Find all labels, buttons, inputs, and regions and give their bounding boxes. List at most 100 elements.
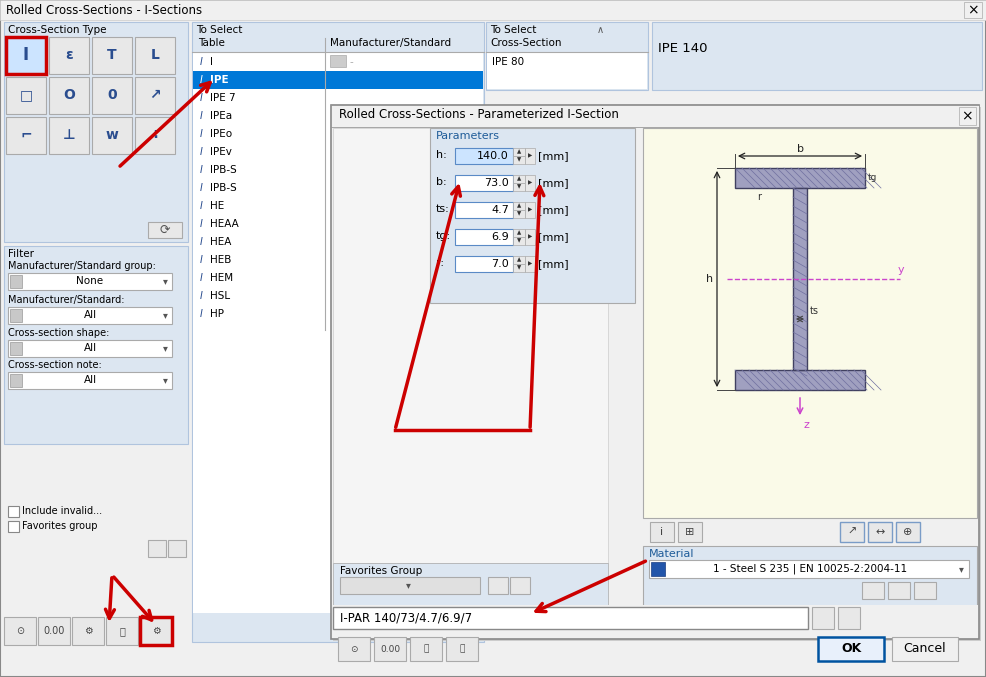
Text: h: h	[706, 274, 713, 284]
Text: Manufacturer/Standard:: Manufacturer/Standard:	[8, 295, 124, 305]
Text: Cross-section shape:: Cross-section shape:	[8, 328, 109, 338]
Bar	[651, 562, 665, 576]
Bar	[513, 256, 525, 264]
Text: [mm]: [mm]	[538, 178, 569, 188]
Text: Cross-Section Type: Cross-Section Type	[8, 25, 106, 35]
Text: ∶: ∶	[153, 128, 157, 142]
Text: ⊙: ⊙	[16, 626, 24, 636]
Text: ▲: ▲	[517, 177, 522, 181]
Text: ↔: ↔	[876, 527, 884, 537]
Bar	[106, 617, 138, 645]
Text: ▲: ▲	[517, 230, 522, 236]
Text: [mm]: [mm]	[538, 259, 569, 269]
Bar	[652, 22, 982, 90]
Text: I: I	[200, 219, 203, 229]
Text: I: I	[200, 291, 203, 301]
Text: ⌐: ⌐	[20, 128, 32, 142]
Bar	[49, 77, 89, 114]
Text: 6.9: 6.9	[491, 232, 509, 242]
Text: All: All	[84, 375, 97, 385]
Text: I: I	[200, 273, 203, 283]
Text: To Select: To Select	[490, 25, 536, 35]
Bar	[8, 340, 172, 357]
Bar	[510, 577, 530, 594]
Text: IPB-S: IPB-S	[210, 183, 237, 193]
Bar	[525, 229, 535, 245]
Text: 📁: 📁	[119, 626, 125, 636]
Text: b:: b:	[436, 177, 447, 187]
Bar	[193, 269, 483, 287]
Text: [mm]: [mm]	[538, 151, 569, 161]
Bar	[148, 222, 182, 238]
Bar	[487, 53, 647, 71]
Bar	[455, 175, 513, 191]
Bar	[340, 577, 480, 594]
Text: IPE: IPE	[210, 75, 229, 85]
Bar	[525, 148, 535, 164]
Bar	[8, 521, 19, 532]
Text: r:: r:	[436, 258, 444, 268]
Bar	[193, 143, 483, 161]
Bar	[643, 128, 977, 518]
Bar	[10, 309, 22, 322]
Text: □: □	[20, 88, 33, 102]
Bar	[8, 372, 172, 389]
Text: [mm]: [mm]	[538, 232, 569, 242]
Bar	[862, 582, 884, 599]
Text: Favorites group: Favorites group	[22, 521, 98, 531]
Text: I: I	[200, 183, 203, 193]
Text: 1 - Steel S 235 | EN 10025-2:2004-11: 1 - Steel S 235 | EN 10025-2:2004-11	[713, 564, 907, 574]
Text: Include invalid...: Include invalid...	[22, 506, 103, 516]
Text: I: I	[200, 129, 203, 139]
Text: r: r	[757, 192, 761, 202]
Text: Material: Material	[649, 549, 694, 559]
Text: Rolled Cross-Sections - Parameterized I-Section: Rolled Cross-Sections - Parameterized I-…	[339, 108, 619, 121]
Bar	[525, 256, 535, 272]
Bar	[838, 607, 860, 629]
Text: ▼: ▼	[517, 185, 522, 190]
Text: IPE 7: IPE 7	[210, 93, 236, 103]
Bar	[6, 117, 46, 154]
Bar	[49, 117, 89, 154]
Bar	[140, 617, 172, 645]
Bar	[525, 202, 535, 218]
Bar	[135, 77, 175, 114]
Text: I: I	[200, 255, 203, 265]
Bar	[4, 22, 188, 242]
Bar	[148, 540, 166, 557]
Text: 4.7: 4.7	[491, 205, 509, 215]
Text: IPEv: IPEv	[210, 147, 232, 157]
Text: I: I	[210, 57, 213, 67]
Text: IPEo: IPEo	[210, 129, 232, 139]
Text: Parameters: Parameters	[436, 131, 500, 141]
Bar	[513, 210, 525, 218]
Text: I: I	[200, 57, 203, 67]
Bar	[513, 237, 525, 245]
Text: 73.0: 73.0	[484, 178, 509, 188]
Bar	[8, 307, 172, 324]
Text: w: w	[106, 128, 118, 142]
Text: Favorites Group: Favorites Group	[340, 566, 422, 576]
Text: ∧: ∧	[597, 25, 603, 35]
Text: Cross-section note:: Cross-section note:	[8, 360, 102, 370]
Text: HEA: HEA	[210, 237, 232, 247]
Bar	[193, 125, 483, 143]
Text: 0.00: 0.00	[43, 626, 65, 636]
Text: I: I	[200, 111, 203, 121]
Text: ▾: ▾	[163, 276, 168, 286]
Text: HEAA: HEAA	[210, 219, 239, 229]
Bar	[193, 53, 483, 71]
Bar	[410, 637, 442, 661]
Text: T: T	[107, 48, 116, 62]
Text: ▶: ▶	[528, 234, 532, 240]
Text: ⚙: ⚙	[152, 626, 161, 636]
Bar	[193, 89, 483, 107]
Text: ▲: ▲	[517, 150, 522, 154]
Text: ×: ×	[967, 3, 979, 17]
Bar	[914, 582, 936, 599]
Bar	[455, 256, 513, 272]
Text: y: y	[898, 265, 904, 275]
Text: IPB-S: IPB-S	[210, 165, 237, 175]
Text: I: I	[23, 46, 29, 64]
Text: I: I	[200, 165, 203, 175]
